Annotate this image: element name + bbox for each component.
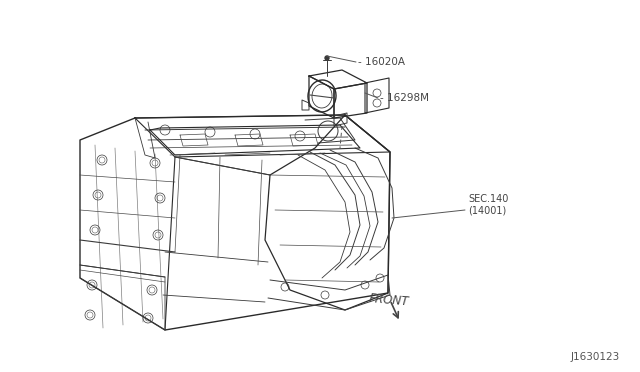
- Text: - 16298M: - 16298M: [380, 93, 429, 103]
- Text: - 16020A: - 16020A: [358, 57, 405, 67]
- Text: FRONT: FRONT: [368, 292, 409, 308]
- Text: J1630123: J1630123: [571, 352, 620, 362]
- Circle shape: [325, 56, 329, 60]
- Text: SEC.140
(14001): SEC.140 (14001): [468, 194, 508, 216]
